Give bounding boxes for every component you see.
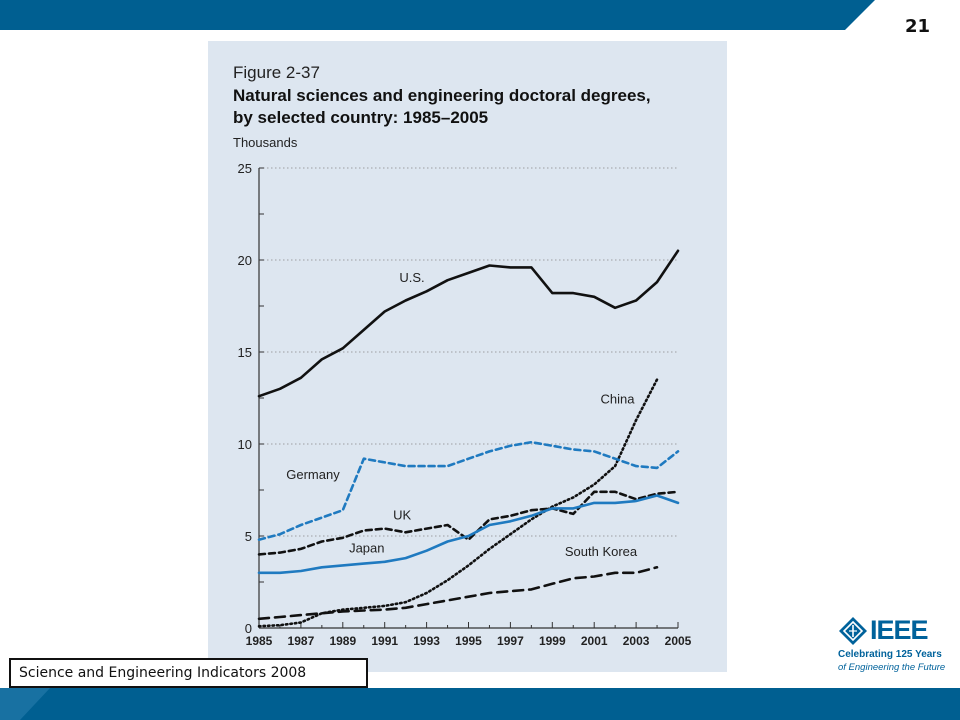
x-tick-labels: 1985 1987 1989 1991 1993 1995 1997 1999 2001 2003… — [246, 634, 692, 648]
y-tick-label: 20 — [238, 253, 252, 268]
chart-panel: Figure 2-37 Natural sciences and enginee… — [208, 41, 727, 672]
y-tick-label: 15 — [238, 345, 252, 360]
series-lines — [257, 249, 680, 628]
series-line-japan — [257, 494, 680, 575]
series-label: UK — [393, 507, 411, 522]
chart-title-line1: Natural sciences and engineering doctora… — [233, 86, 651, 105]
axes — [258, 167, 679, 629]
bottom-banner — [0, 688, 960, 720]
x-tick-label: 2003 — [623, 634, 650, 648]
x-tick-label: 2005 — [665, 634, 692, 648]
x-tick-label: 1989 — [329, 634, 356, 648]
doctoral-degrees-chart: Figure 2-37 Natural sciences and enginee… — [233, 63, 692, 648]
series-label: Japan — [349, 541, 384, 556]
series-line-south-korea — [257, 565, 659, 621]
series-label: South Korea — [565, 544, 638, 559]
x-tick-label: 1993 — [413, 634, 440, 648]
ieee-diamond-icon — [839, 617, 867, 645]
ieee-tagline-1: Celebrating 125 Years — [838, 649, 942, 660]
bottom-banner-slant — [0, 688, 50, 720]
series-label: U.S. — [399, 270, 424, 285]
x-tick-label: 1999 — [539, 634, 566, 648]
x-tick-label: 1995 — [455, 634, 482, 648]
y-tick-label: 5 — [245, 529, 252, 544]
y-axis-units: Thousands — [233, 135, 298, 150]
series-label: China — [600, 392, 635, 407]
x-tick-label: 1987 — [288, 634, 315, 648]
slide-page-number: 21 — [904, 16, 930, 37]
series-label: Germany — [286, 467, 340, 482]
y-tick-label: 10 — [238, 437, 252, 452]
x-tick-label: 1985 — [246, 634, 273, 648]
top-banner-slant — [820, 0, 875, 30]
x-tick-label: 1997 — [497, 634, 524, 648]
series-labels: U.S. China Germany UK Japan South Korea — [286, 270, 638, 559]
ieee-tagline-2: of Engineering the Future — [838, 662, 946, 673]
chart-title-line2: by selected country: 1985–2005 — [233, 108, 488, 127]
y-tick-labels: 0 5 10 15 20 25 — [238, 161, 252, 636]
y-tick-label: 0 — [245, 621, 252, 636]
series-line-germany — [257, 440, 680, 542]
y-tick-label: 25 — [238, 161, 252, 176]
source-caption: Science and Engineering Indicators 2008 — [9, 658, 368, 688]
ieee-logo: IEEE Celebrating 125 Years of Engineerin… — [838, 614, 946, 676]
figure-number: Figure 2-37 — [233, 63, 320, 82]
top-banner-blue — [0, 0, 840, 30]
x-tick-label: 1991 — [371, 634, 398, 648]
series-line-u-s — [257, 249, 680, 398]
x-tick-label: 2001 — [581, 634, 608, 648]
bottom-banner-blue — [0, 688, 960, 720]
top-banner — [0, 0, 875, 30]
ieee-wordmark: IEEE — [870, 615, 929, 645]
series-line-uk — [257, 490, 680, 556]
